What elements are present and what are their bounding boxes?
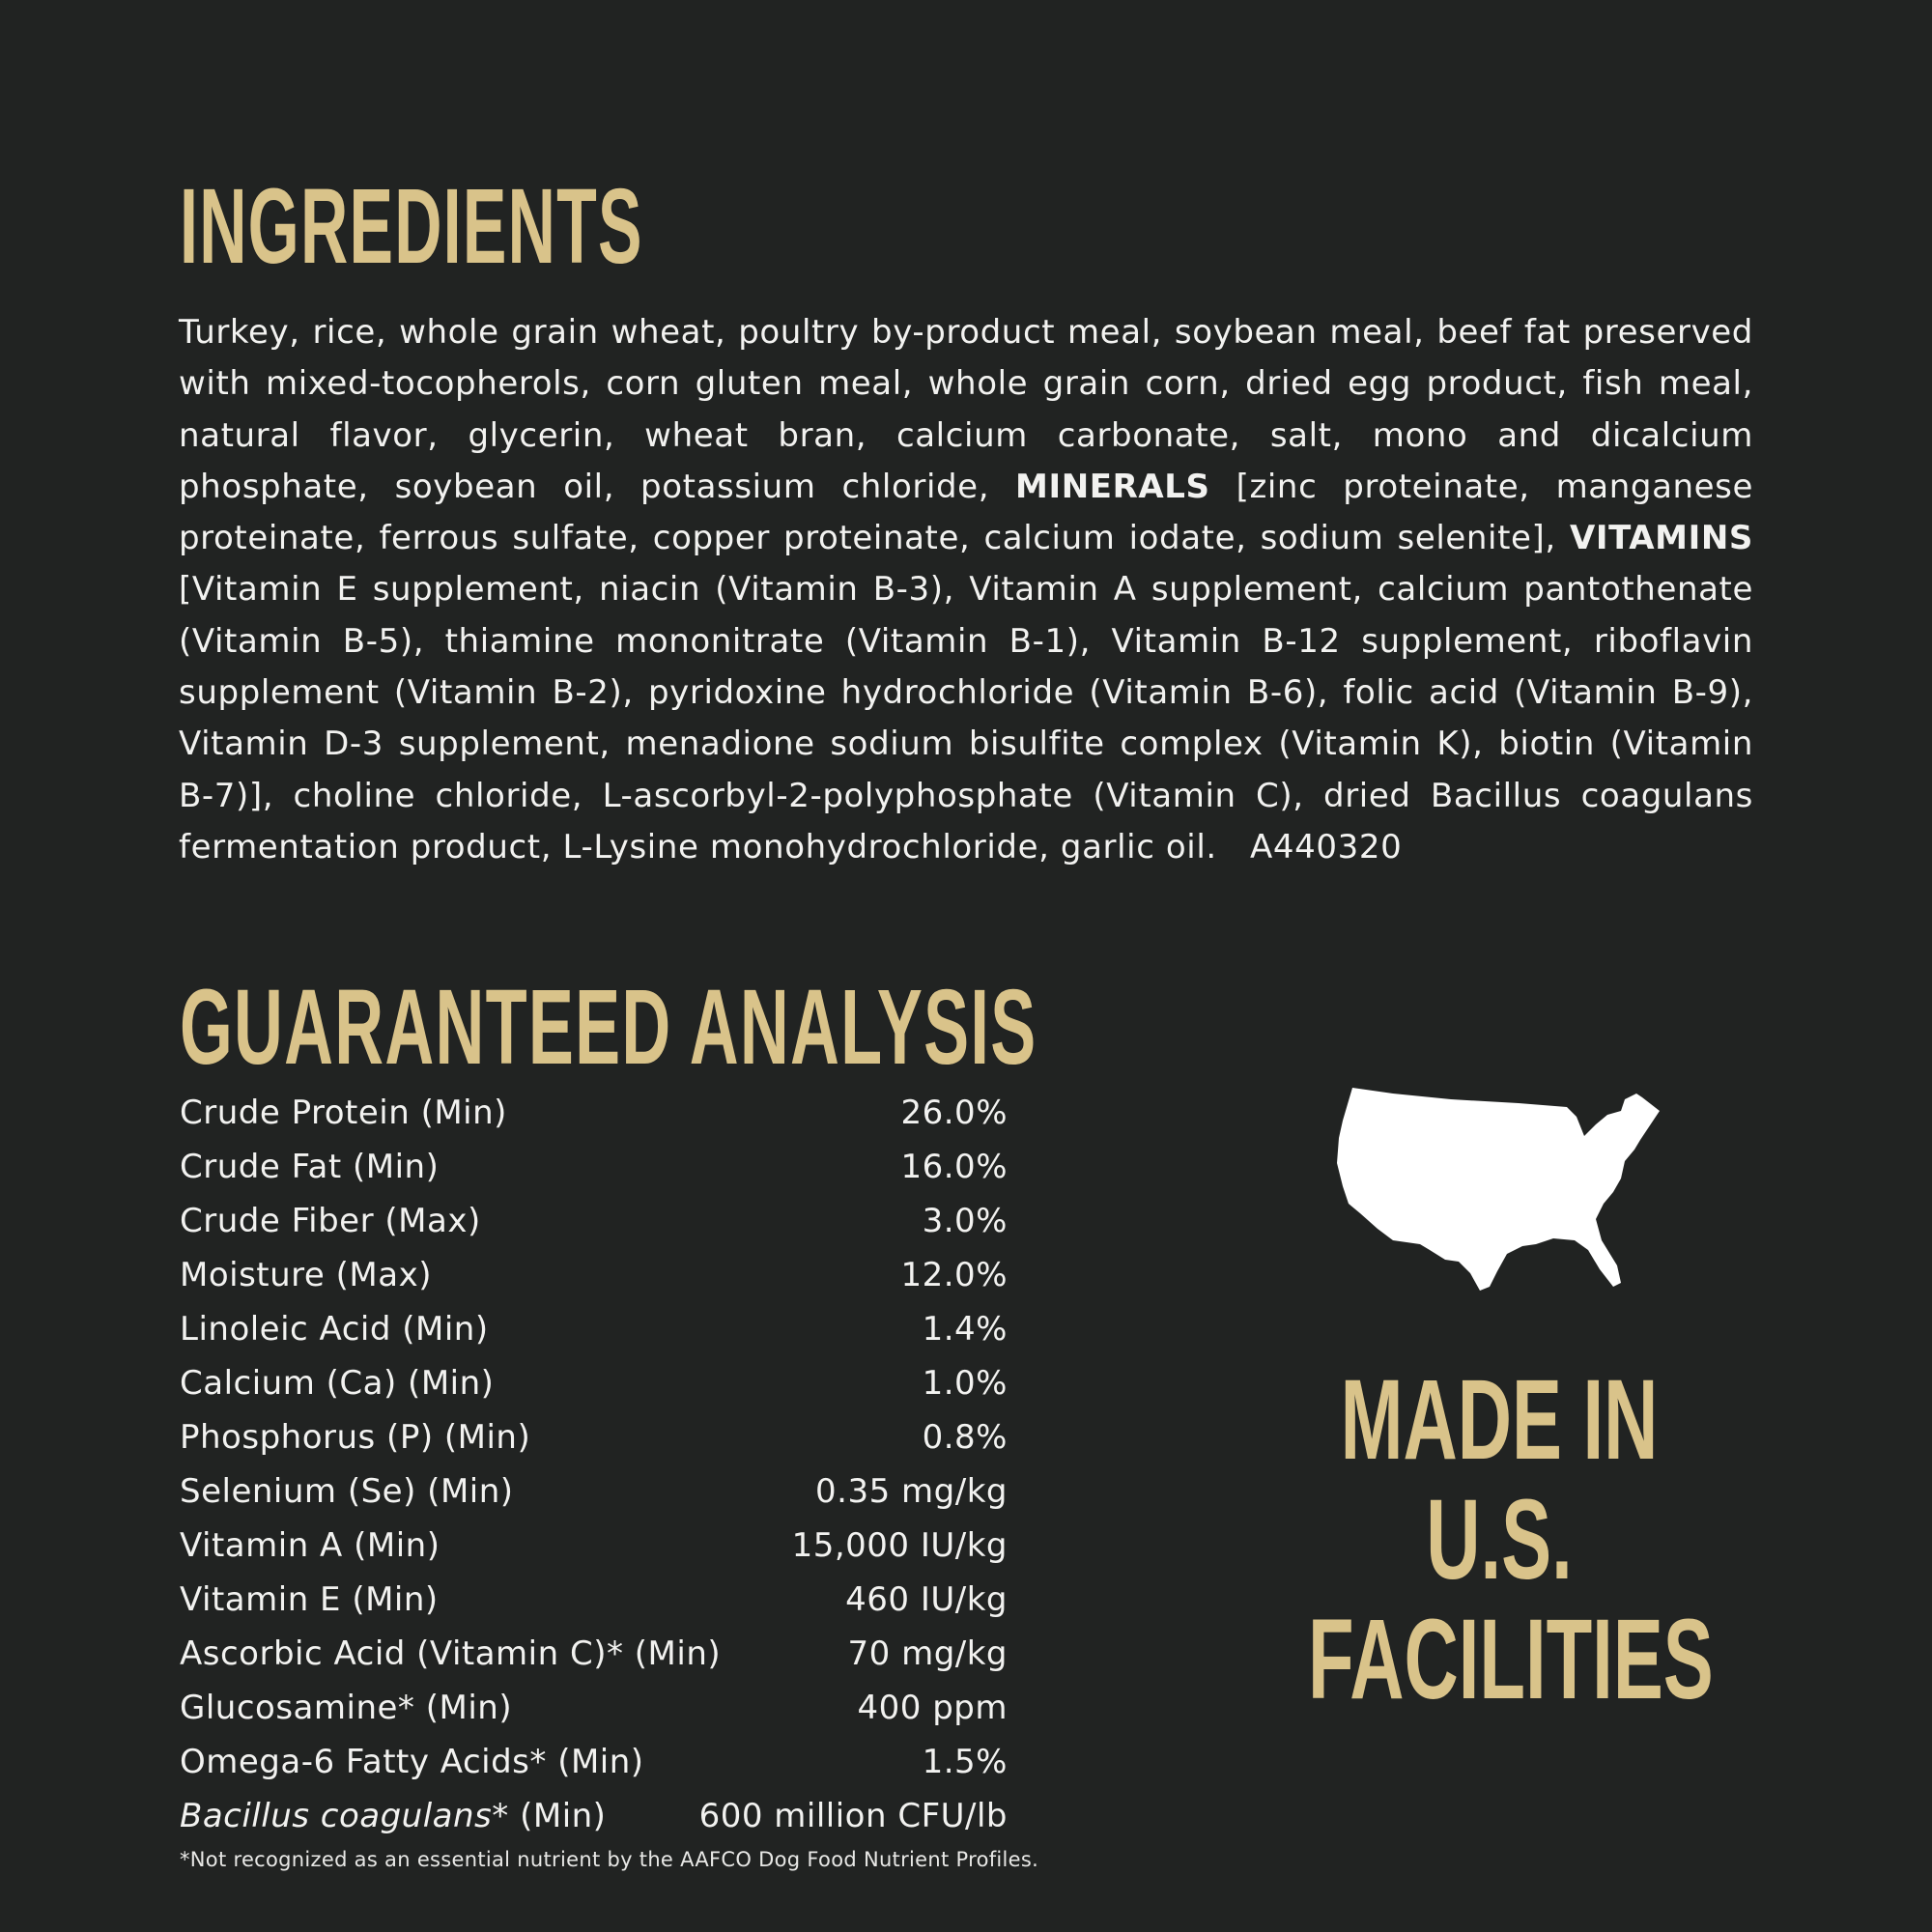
badge-line: FACILITIES [1308, 1596, 1714, 1723]
guaranteed-analysis-table: Crude Protein (Min) 26.0% Crude Fat (Min) 1… [180, 1086, 1008, 1843]
analysis-label: Crude Protein (Min) [180, 1094, 507, 1132]
analysis-label: Calcium (Ca) (Min) [180, 1364, 495, 1403]
analysis-label-italic: Bacillus coagulans [180, 1797, 493, 1835]
analysis-row: Vitamin A (Min) 15,000 IU/kg [180, 1519, 1008, 1573]
analysis-label: Linoleic Acid (Min) [180, 1310, 489, 1349]
analysis-row: Ascorbic Acid (Vitamin C)* (Min) 70 mg/kg [180, 1627, 1008, 1681]
badge-line: MADE IN [1340, 1356, 1659, 1484]
analysis-value: 16.0% [900, 1148, 1008, 1186]
vitamins-label: VITAMINS [1569, 519, 1753, 558]
analysis-row: Selenium (Se) (Min) 0.35 mg/kg [180, 1464, 1008, 1519]
made-in-us-badge: MADE IN U.S. FACILITIES [1209, 1360, 1789, 1719]
analysis-label: Phosphorus (P) (Min) [180, 1418, 531, 1457]
analysis-label: Glucosamine* (Min) [180, 1689, 513, 1727]
analysis-label: Omega-6 Fatty Acids* (Min) [180, 1743, 644, 1781]
analysis-label-rest: * (Min) [492, 1797, 607, 1835]
analysis-value: 1.4% [922, 1310, 1008, 1349]
analysis-value: 26.0% [900, 1094, 1008, 1132]
analysis-label: Bacillus coagulans* (Min) [180, 1789, 606, 1843]
analysis-label: Vitamin A (Min) [180, 1526, 440, 1565]
analysis-value: 1.0% [922, 1364, 1008, 1403]
analysis-label: Moisture (Max) [180, 1256, 432, 1294]
ingredients-part-2: [zinc proteinate, manganese proteinate, … [179, 467, 1753, 558]
ingredients-title: INGREDIENTS [180, 167, 643, 286]
footnote: *Not recognized as an essential nutrient… [180, 1848, 1039, 1871]
analysis-label: Vitamin E (Min) [180, 1580, 439, 1619]
analysis-value: 1.5% [922, 1743, 1008, 1781]
analysis-row: Crude Fat (Min) 16.0% [180, 1140, 1008, 1194]
analysis-row: Crude Fiber (Max) 3.0% [180, 1194, 1008, 1248]
minerals-label: MINERALS [1015, 467, 1210, 506]
analysis-row: Crude Protein (Min) 26.0% [180, 1086, 1008, 1140]
usa-map-icon [1337, 1088, 1660, 1291]
guaranteed-analysis-title: GUARANTEED ANALYSIS [180, 968, 1037, 1087]
analysis-row: Glucosamine* (Min) 400 ppm [180, 1681, 1008, 1735]
analysis-value: 0.8% [922, 1418, 1008, 1457]
product-code: A440320 [1250, 827, 1403, 867]
analysis-row: Linoleic Acid (Min) 1.4% [180, 1302, 1008, 1356]
analysis-value: 0.35 mg/kg [815, 1472, 1008, 1511]
analysis-label: Selenium (Se) (Min) [180, 1472, 514, 1511]
analysis-row: Calcium (Ca) (Min) 1.0% [180, 1356, 1008, 1410]
analysis-label: Crude Fiber (Max) [180, 1202, 481, 1240]
badge-line: U.S. [1426, 1476, 1573, 1604]
analysis-row: Omega-6 Fatty Acids* (Min) 1.5% [180, 1735, 1008, 1789]
ingredients-text: Turkey, rice, whole grain wheat, poultry… [179, 307, 1753, 873]
analysis-row: Phosphorus (P) (Min) 0.8% [180, 1410, 1008, 1464]
ingredients-part-1: Turkey, rice, whole grain wheat, poultry… [179, 313, 1753, 506]
analysis-label: Ascorbic Acid (Vitamin C)* (Min) [180, 1634, 722, 1673]
analysis-value: 70 mg/kg [847, 1634, 1008, 1673]
analysis-value: 3.0% [922, 1202, 1008, 1240]
analysis-row: Vitamin E (Min) 460 IU/kg [180, 1573, 1008, 1627]
analysis-row: Bacillus coagulans* (Min) 600 million CF… [180, 1789, 1008, 1843]
analysis-value: 600 million CFU/lb [698, 1797, 1008, 1835]
analysis-value: 12.0% [900, 1256, 1008, 1294]
analysis-label: Crude Fat (Min) [180, 1148, 440, 1186]
ingredients-part-3: [Vitamin E supplement, niacin (Vitamin B… [179, 570, 1753, 867]
analysis-value: 460 IU/kg [845, 1580, 1008, 1619]
analysis-value: 400 ppm [857, 1689, 1008, 1727]
analysis-value: 15,000 IU/kg [791, 1526, 1008, 1565]
analysis-row: Moisture (Max) 12.0% [180, 1248, 1008, 1302]
